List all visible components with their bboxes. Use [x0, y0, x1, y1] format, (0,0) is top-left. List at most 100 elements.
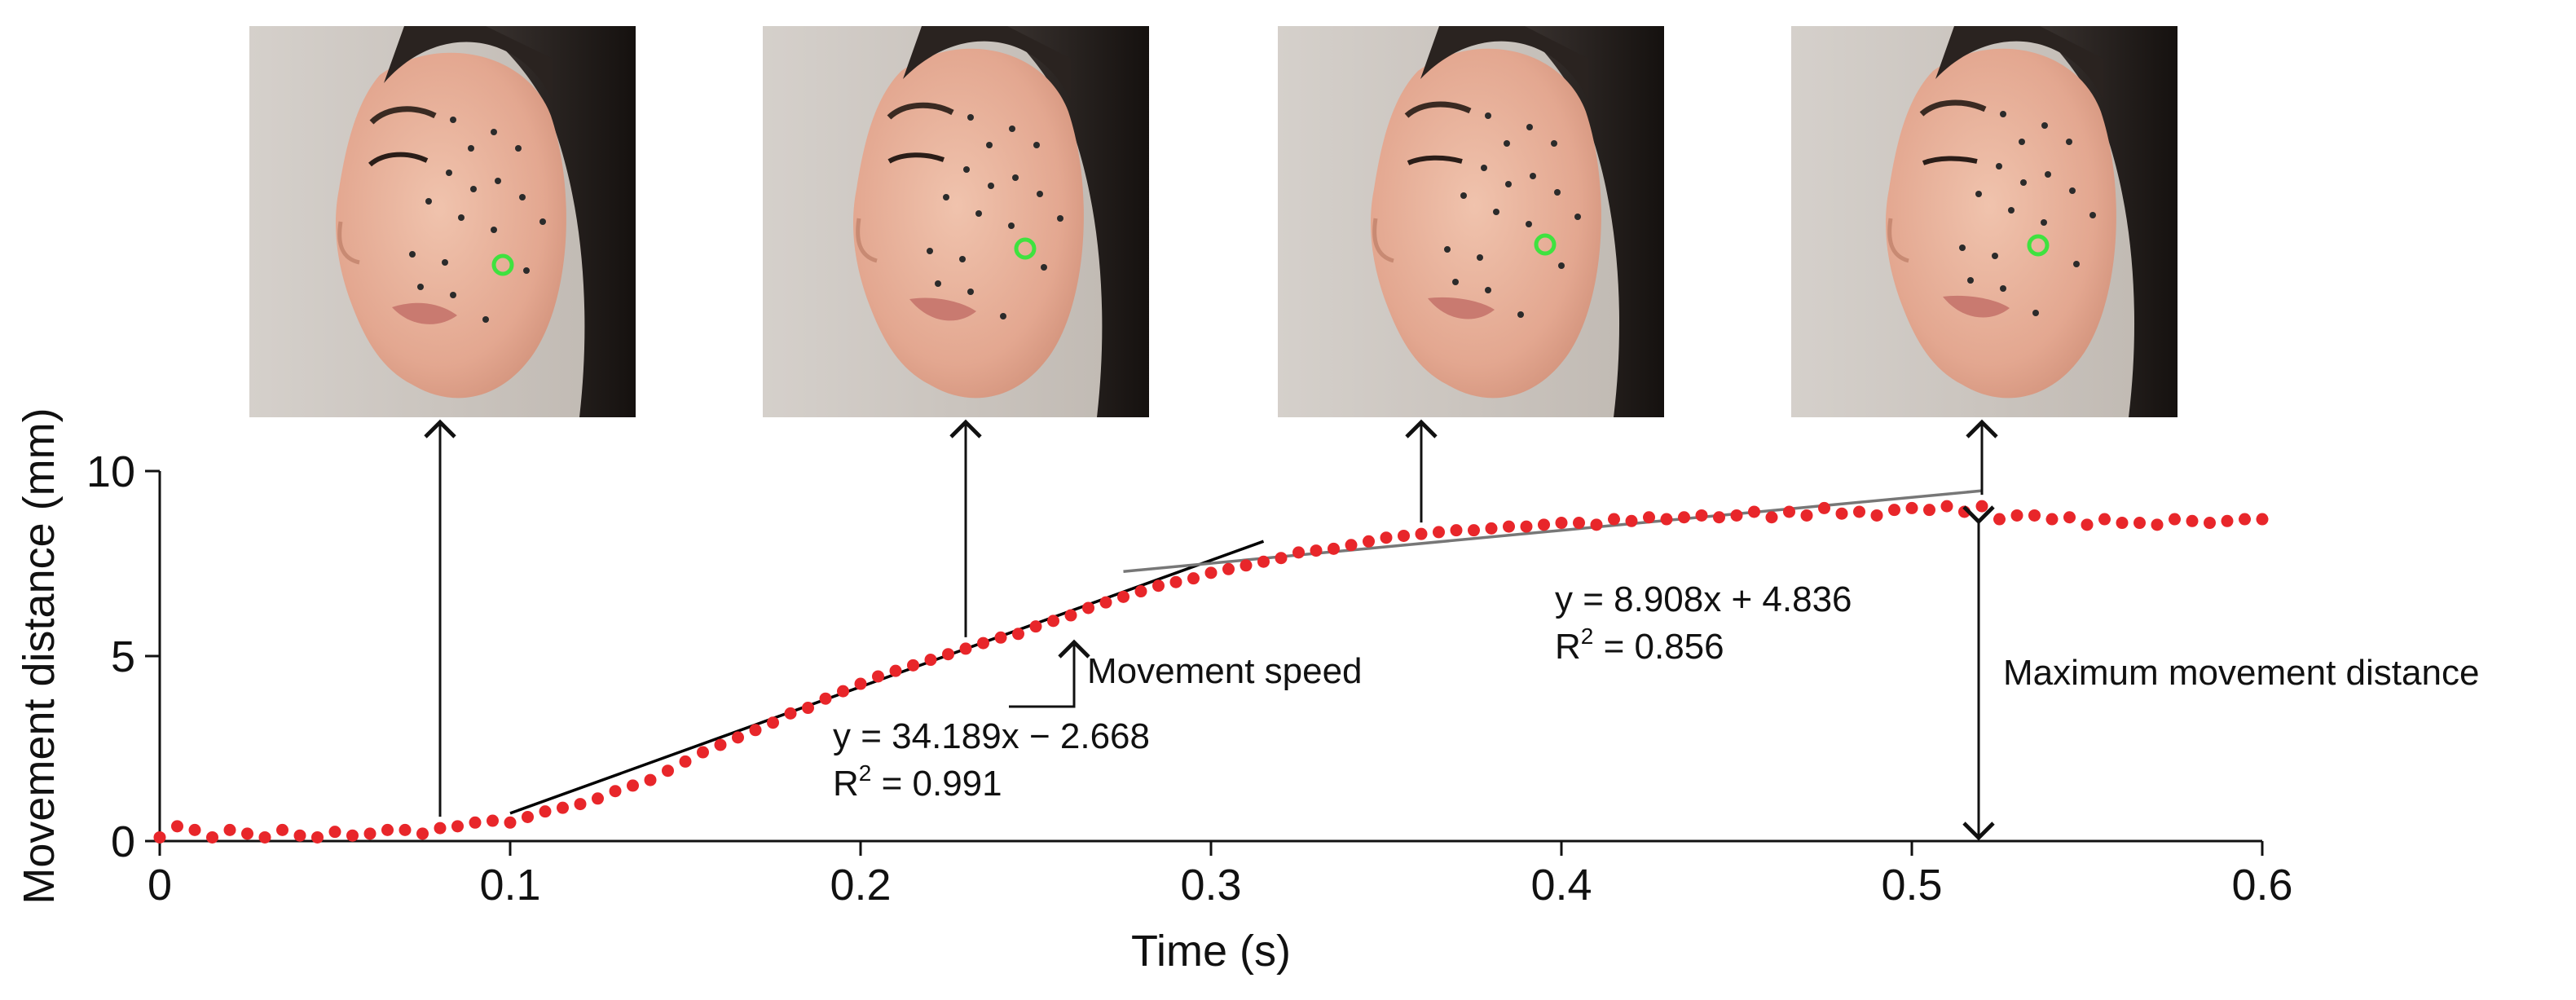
x-tick-label-3: 0.3 [1180, 861, 1241, 910]
data-point [1853, 505, 1865, 518]
data-point [1310, 544, 1323, 557]
data-point [539, 805, 552, 818]
data-point [749, 724, 762, 737]
data-point [2169, 513, 2181, 526]
data-point [1292, 546, 1305, 559]
data-point [1520, 520, 1533, 533]
data-point [1169, 575, 1182, 588]
data-point [1678, 511, 1690, 524]
x-tick-label-0: 0 [148, 861, 172, 910]
data-point [1398, 529, 1410, 542]
x-ticks: 0 0.1 0.2 0.3 0.4 0.5 0.6 [148, 841, 2293, 910]
x-tick-label-1: 0.1 [479, 861, 540, 910]
data-point [592, 792, 604, 805]
data-point [1940, 500, 1953, 513]
max-distance-callout: Maximum movement distance [1962, 505, 2479, 841]
data-point [1905, 501, 1918, 514]
data-point [872, 670, 884, 683]
face-frame-2 [763, 26, 1149, 417]
data-point [1240, 559, 1253, 572]
data-point [346, 829, 359, 842]
data-point [924, 654, 937, 667]
data-point [1204, 566, 1218, 579]
movement-speed-label: Movement speed [1087, 651, 1363, 691]
data-point [1870, 509, 1883, 522]
data-point [1257, 555, 1270, 568]
data-point [1748, 505, 1760, 518]
movement-speed-callout: Movement speed [1009, 639, 1363, 708]
data-point [837, 685, 849, 698]
data-point [311, 830, 324, 844]
face-frame-4 [1791, 26, 2177, 417]
data-point [1660, 513, 1673, 526]
data-point [1643, 511, 1655, 524]
data-point [206, 830, 218, 844]
data-point [1152, 579, 1165, 593]
data-point [381, 823, 394, 836]
data-point [293, 829, 306, 842]
data-point [1818, 501, 1830, 514]
data-point [714, 738, 727, 751]
x-tick-label-6: 0.6 [2231, 861, 2292, 910]
y-tick-label-2: 10 [86, 447, 135, 496]
data-point [662, 764, 674, 778]
data-point [907, 659, 919, 672]
data-point [487, 814, 499, 827]
data-point [188, 823, 201, 836]
data-point [1538, 518, 1550, 531]
data-point [1082, 601, 1094, 615]
data-point [1468, 524, 1480, 537]
y-axis-label: Movement distance (mm) [15, 407, 64, 904]
data-point [2116, 517, 2129, 530]
data-point [1012, 628, 1024, 641]
data-point [2045, 513, 2059, 526]
face-frame-3 [1278, 26, 1664, 417]
data-point [644, 773, 657, 786]
data-point [819, 692, 832, 705]
max-distance-label: Maximum movement distance [2003, 653, 2479, 693]
x-tick-label-2: 0.2 [830, 861, 891, 910]
data-point [2028, 509, 2041, 522]
data-point [1730, 509, 1743, 522]
data-point [1765, 511, 1778, 524]
fit2-equation: y = 8.908x + 4.836 [1555, 579, 1852, 619]
fit1-r2: R2 = 0.991 [833, 760, 1002, 804]
data-point [1573, 517, 1585, 530]
data-point [2221, 514, 2234, 527]
face-frame-1 [249, 26, 636, 417]
data-point [854, 677, 867, 690]
data-point [1555, 517, 1568, 530]
data-point [328, 826, 341, 839]
data-point [1923, 504, 1935, 517]
data-point [1835, 507, 1848, 520]
data-point [994, 631, 1007, 644]
fit2-r2-prefix: R [1555, 627, 1581, 667]
data-point [627, 779, 639, 792]
data-point [522, 810, 534, 823]
data-point [889, 664, 902, 677]
data-point [1485, 522, 1498, 535]
movement-speed-pointer [1009, 639, 1090, 708]
data-point [1222, 562, 1235, 575]
data-point [1695, 509, 1708, 522]
y-ticks: 0 5 10 [86, 447, 160, 866]
data-point [171, 820, 183, 833]
data-point [767, 716, 779, 729]
data-point [2239, 513, 2251, 526]
data-point [258, 830, 271, 844]
data-point [802, 702, 814, 715]
data-point [1345, 539, 1358, 552]
data-point [1975, 500, 1988, 513]
y-tick-label-0: 0 [111, 817, 135, 866]
data-points [153, 500, 2269, 844]
data-point [2133, 517, 2146, 530]
fit2-r2-value: = 0.856 [1593, 627, 1724, 667]
data-point [679, 755, 692, 768]
fit1-r2-sup: 2 [859, 760, 872, 786]
data-point [1590, 518, 1603, 531]
data-point [2204, 517, 2216, 530]
data-point [1415, 527, 1428, 540]
fit2-r2-sup: 2 [1581, 623, 1594, 649]
data-point [959, 642, 972, 655]
data-point [609, 785, 622, 798]
